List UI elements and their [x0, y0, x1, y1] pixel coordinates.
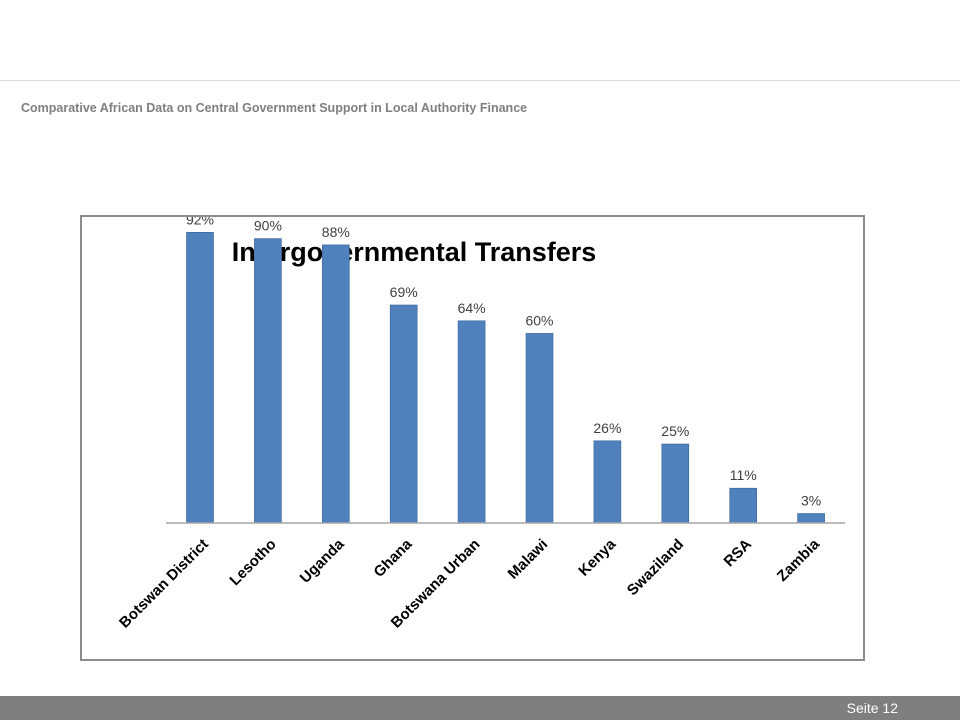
- slide-subtitle: Comparative African Data on Central Gove…: [21, 101, 528, 115]
- bar-ghana: [389, 304, 418, 524]
- category-label: RSA: [721, 536, 756, 571]
- category-label: Ghana: [370, 535, 415, 580]
- value-label: 88%: [322, 224, 350, 240]
- chart-frame: Intergovernmental Transfers 92% 90% 88% 69%…: [80, 215, 865, 661]
- category-label: Malawi: [505, 536, 552, 583]
- bar-kenya: [593, 440, 622, 524]
- bar-lesotho: [254, 238, 282, 524]
- value-label: 90%: [254, 218, 282, 234]
- bar-zambia: [797, 513, 825, 524]
- category-label: Kenya: [575, 535, 619, 579]
- footer-bar: Seite 12: [0, 696, 960, 720]
- category-label: Botswan District: [116, 536, 212, 632]
- value-labels-layer: 92% 90% 88% 69% 64% 60% 26% 25% 11% 3%: [186, 217, 821, 509]
- value-label: 60%: [525, 312, 553, 328]
- value-label: 64%: [458, 300, 486, 316]
- bar-botswana-urban: [457, 320, 486, 524]
- bar-swaziland: [661, 443, 690, 524]
- page-number: Seite 12: [846, 700, 898, 716]
- category-label: Swaziland: [624, 536, 687, 599]
- value-label: 69%: [390, 284, 418, 300]
- bar-chart: Intergovernmental Transfers 92% 90% 88% 69%…: [116, 217, 845, 632]
- bar-uganda: [322, 244, 350, 524]
- category-label: Uganda: [297, 535, 348, 586]
- value-label: 3%: [801, 493, 821, 509]
- bar-malawi: [525, 333, 554, 524]
- bar-botswan-district: [186, 232, 214, 524]
- category-label: Zambia: [774, 535, 824, 585]
- category-labels-layer: Botswan District Lesotho Uganda GhanaBotswa…: [116, 535, 823, 631]
- bars-layer: [186, 232, 825, 524]
- category-label: Lesotho: [226, 536, 279, 589]
- value-label: 26%: [593, 420, 621, 436]
- value-label: 92%: [186, 217, 214, 227]
- bar-rsa: [729, 487, 758, 524]
- value-label: 11%: [730, 467, 757, 483]
- chart-title: Intergovernmental Transfers: [232, 237, 597, 267]
- value-label: 25%: [661, 423, 689, 439]
- header-divider: [0, 80, 960, 81]
